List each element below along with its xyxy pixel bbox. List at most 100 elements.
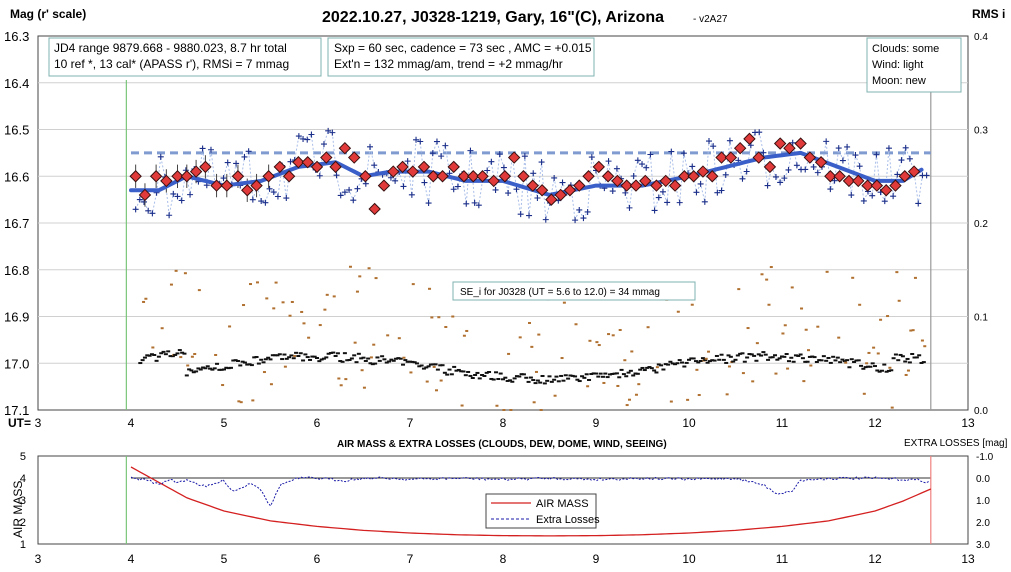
rms-dot [687, 358, 691, 361]
rms-dot [284, 357, 289, 360]
residual-dot [725, 393, 729, 396]
rms-dot [289, 354, 294, 357]
residual-dot [809, 364, 813, 367]
residual-dot [888, 366, 892, 369]
rms-dot [891, 357, 896, 360]
rms-dot [173, 353, 178, 356]
measurement-point [157, 153, 164, 160]
rms-dot [296, 355, 301, 358]
measurement-point [258, 198, 265, 205]
legend-extra-label: Extra Losses [536, 514, 600, 526]
residual-dot [876, 352, 880, 355]
rms-dot [568, 374, 573, 377]
rms-dot [642, 369, 647, 372]
residual-dot [239, 401, 243, 404]
rms-dot [149, 353, 154, 356]
rms-dot [238, 364, 243, 367]
rms-dot [333, 354, 338, 357]
rms-dot [242, 361, 247, 364]
rms-dot [819, 359, 824, 362]
rms-dot [914, 356, 919, 359]
rms-dot [812, 356, 817, 359]
rms-dot [917, 354, 922, 357]
rms-dot [796, 354, 801, 357]
binned-diamond [592, 160, 605, 174]
measurement-point [413, 136, 420, 143]
rms-dot [624, 375, 629, 378]
rms-dot [756, 353, 761, 356]
rms-dot [766, 358, 771, 361]
residual-dot [807, 349, 811, 352]
y-tick-label: 17.1 [4, 403, 29, 418]
binned-diamond [301, 156, 314, 169]
residual-dot [358, 275, 362, 278]
residual-dot [242, 304, 246, 307]
rms-dot [884, 370, 889, 373]
residual-dot [432, 365, 436, 368]
binned-diamond [678, 170, 691, 183]
rms-dot [584, 373, 589, 376]
residual-dot [646, 326, 650, 329]
measurement-point [392, 177, 399, 184]
rms-dot [514, 375, 519, 378]
measurement-point [689, 163, 696, 170]
residual-dot [197, 289, 201, 292]
measurement-point [693, 189, 700, 196]
rms-dot [719, 353, 724, 356]
rms-dot [866, 365, 871, 368]
rms-dot [652, 369, 657, 372]
rms-dot [852, 360, 857, 363]
residual-dot [769, 266, 773, 269]
residual-dot [597, 344, 601, 347]
measurement-point [923, 172, 930, 179]
lower-y-tick-label: 2 [20, 517, 26, 529]
residual-dot [676, 310, 680, 313]
rms-dot [254, 355, 259, 358]
residual-dot [786, 367, 790, 370]
measurement-point [915, 200, 922, 207]
residual-dot [509, 409, 513, 411]
rms-dot [912, 356, 917, 359]
rms-dot [505, 379, 510, 382]
lower-y-tick-label: 5 [20, 451, 26, 463]
rms-dot [773, 354, 778, 357]
binned-diamond [199, 160, 212, 174]
measurement-point [605, 158, 612, 165]
rms-dot [570, 374, 575, 377]
residual-dot [228, 325, 232, 328]
rms-dot [873, 365, 877, 368]
residual-dot [865, 362, 869, 365]
lower-y2-tick-label: 3.0 [976, 540, 990, 551]
measurement-point [500, 164, 507, 171]
measurement-point [848, 192, 855, 199]
residual-dot [746, 327, 750, 330]
rms-dot [521, 373, 526, 376]
rms-dot [484, 371, 489, 374]
measurement-point [827, 186, 834, 193]
rms-dot [261, 361, 266, 364]
residual-dot [323, 308, 327, 311]
rms-dot [817, 359, 822, 362]
rms-dot [145, 354, 150, 357]
rms-dot [591, 372, 596, 375]
measurement-point [538, 159, 545, 166]
measurement-point [266, 185, 273, 192]
rms-dot [663, 363, 668, 366]
lower-y-axis-label: AIR MASS [11, 481, 25, 538]
rms-dot [196, 367, 201, 370]
lower-legend [485, 493, 597, 529]
rms-dot [219, 368, 224, 371]
rms-dot [868, 365, 873, 368]
lower-x-tick-label: 13 [961, 552, 975, 566]
se-annotation: SE_i for J0328 (UT = 5.6 to 12.0) = 34 m… [460, 287, 660, 298]
x-tick-label: 8 [500, 416, 507, 430]
measurement-point [613, 165, 620, 172]
residual-dot [704, 357, 708, 360]
lower-y-tick-label: 3 [20, 495, 26, 507]
rms-dot [166, 350, 171, 353]
rms-dot [356, 352, 361, 355]
binned-diamond [833, 170, 846, 183]
rms-dot [798, 353, 803, 356]
lower-x-tick-label: 5 [221, 552, 228, 566]
residual-dot [495, 404, 499, 407]
